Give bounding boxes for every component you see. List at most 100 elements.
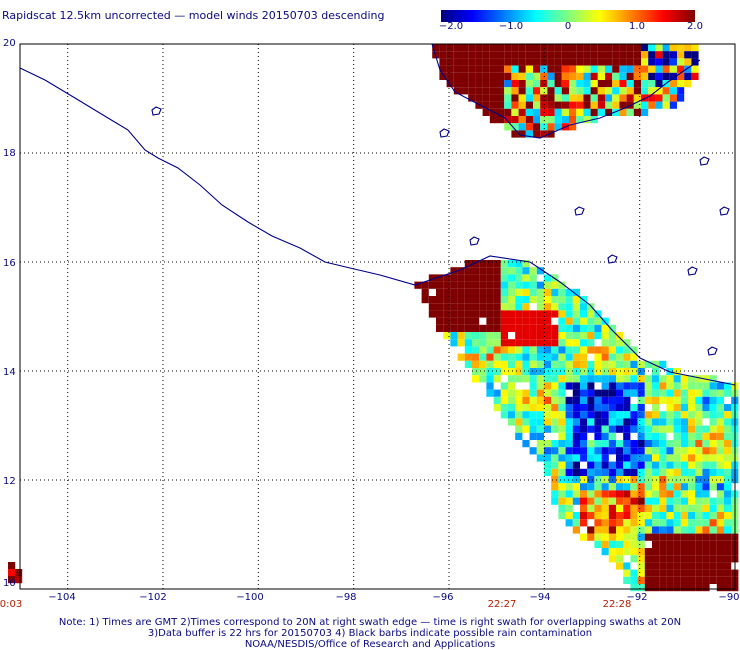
wind-cell [652, 490, 660, 498]
wind-cell [641, 72, 649, 80]
wind-cell [601, 440, 609, 448]
wind-cell [547, 123, 555, 131]
wind-cell [616, 346, 624, 354]
wind-cell [709, 504, 717, 512]
wind-cell [659, 576, 667, 584]
wind-cell [616, 555, 624, 563]
wind-cell [637, 555, 645, 563]
wind-cell [544, 288, 552, 296]
wind-cell [587, 440, 595, 448]
colorbar-tick-label: 1.0 [629, 21, 645, 32]
wind-cell [680, 533, 688, 541]
wind-cell [554, 58, 562, 66]
wind-cell [644, 468, 652, 476]
wind-cell [702, 461, 710, 469]
wind-cell [587, 346, 595, 354]
wind-cell [486, 346, 494, 354]
wind-cell [493, 404, 501, 412]
wind-cell [551, 310, 559, 318]
wind-cell [572, 382, 580, 390]
wind-cell [540, 130, 548, 138]
wind-cell [659, 490, 667, 498]
wind-cell [616, 411, 624, 419]
wind-cell [558, 483, 566, 491]
wind-cell [652, 447, 660, 455]
wind-cell [518, 51, 526, 59]
wind-cell [446, 80, 454, 88]
wind-cell [482, 44, 490, 52]
wind-cell [616, 454, 624, 462]
wind-cell [659, 411, 667, 419]
wind-cell [572, 396, 580, 404]
wind-cell [608, 375, 616, 383]
wind-cell [623, 339, 631, 347]
wind-cell [525, 101, 533, 109]
wind-cell [554, 87, 562, 95]
wind-cell [522, 375, 530, 383]
wind-cell [547, 44, 555, 52]
wind-cell [558, 324, 566, 332]
wind-cell [583, 108, 591, 116]
footnote-line-1: Note: 1) Times are GMT 2)Times correspon… [58, 617, 682, 628]
wind-cell [695, 418, 703, 426]
wind-cell [565, 468, 573, 476]
wind-cell [486, 296, 494, 304]
wind-cell [608, 440, 616, 448]
wind-cell [489, 51, 497, 59]
wind-cell [680, 382, 688, 390]
wind-cell [724, 497, 732, 505]
wind-cell [680, 483, 688, 491]
wind-cell [500, 346, 508, 354]
wind-cell [691, 72, 699, 80]
wind-cell [724, 447, 732, 455]
wind-cell [587, 468, 595, 476]
wind-cell [594, 519, 602, 527]
wind-cell [500, 332, 508, 340]
wind-cell [572, 296, 580, 304]
wind-cell [695, 483, 703, 491]
wind-cell [637, 576, 645, 584]
wind-cell [472, 360, 480, 368]
wind-cell [436, 274, 444, 282]
wind-cell [680, 512, 688, 520]
wind-cell [508, 368, 516, 376]
wind-cell [669, 51, 677, 59]
wind-cell [594, 447, 602, 455]
wind-cell [551, 332, 559, 340]
wind-cell [576, 87, 584, 95]
wind-cell [540, 123, 548, 131]
wind-cell [464, 288, 472, 296]
wind-cell [511, 87, 519, 95]
wind-cell [475, 65, 483, 73]
wind-cell [504, 101, 512, 109]
wind-cell [515, 346, 523, 354]
wind-cell [544, 454, 552, 462]
wind-cell [522, 274, 530, 282]
wind-cell [497, 80, 505, 88]
wind-cell [673, 375, 681, 383]
wind-cell [544, 396, 552, 404]
wind-cell [673, 404, 681, 412]
wind-cell [475, 58, 483, 66]
wind-cell [453, 80, 461, 88]
wind-cell [518, 116, 526, 124]
wind-cell [673, 512, 681, 520]
wind-cell [652, 576, 660, 584]
colorbar-tick-label: 0 [564, 21, 572, 32]
wind-cell [655, 58, 663, 66]
wind-cell [533, 80, 541, 88]
wind-cell [716, 440, 724, 448]
wind-cell [688, 396, 696, 404]
wind-cell [659, 519, 667, 527]
wind-cell [482, 51, 490, 59]
wind-cell [529, 317, 537, 325]
wind-cell [493, 332, 501, 340]
wind-cell [677, 44, 685, 52]
wind-cell [630, 404, 638, 412]
wind-cell [500, 296, 508, 304]
wind-cell [580, 519, 588, 527]
wind-cell [605, 58, 613, 66]
wind-cell [529, 368, 537, 376]
wind-cell [608, 555, 616, 563]
